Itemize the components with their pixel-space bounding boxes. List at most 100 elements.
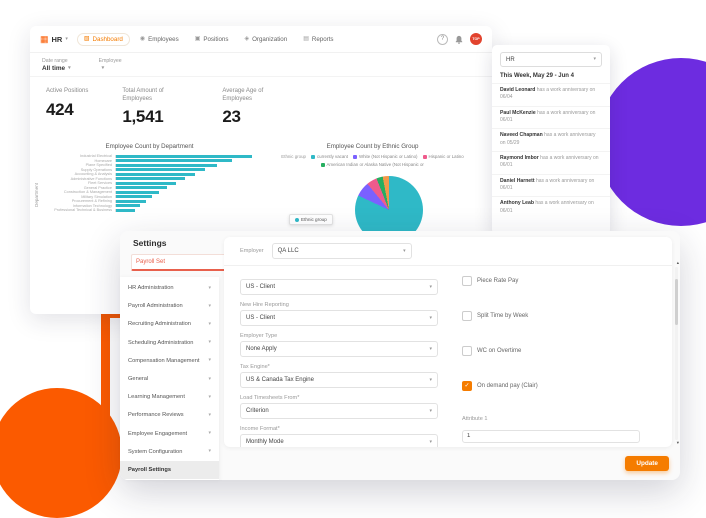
scrollbar-thumb[interactable] bbox=[675, 279, 678, 325]
bar[interactable] bbox=[116, 172, 196, 176]
date-range-filter[interactable]: Date range All time ▾ bbox=[42, 58, 71, 72]
menu-item-label: Learning Management bbox=[128, 394, 185, 401]
date-range-value: All time bbox=[42, 65, 66, 72]
settings-menu: HR Administration ▾ Payroll Administrati… bbox=[120, 277, 219, 480]
checkbox-label: On demand pay (Clair) bbox=[477, 383, 538, 389]
chevron-down-icon: ▾ bbox=[208, 339, 211, 346]
list-item[interactable]: Paul McKenzie has a work anniversary on … bbox=[492, 105, 610, 129]
anniversary-text: has a work anniversary on 06/01 bbox=[500, 109, 596, 123]
update-button[interactable]: Update bbox=[625, 456, 669, 471]
week-filter-select[interactable]: HR ▾ bbox=[500, 52, 602, 67]
bar[interactable] bbox=[116, 190, 160, 194]
list-item[interactable]: Raymond Imbor has a work anniversary on … bbox=[492, 150, 610, 174]
checkbox[interactable] bbox=[462, 346, 472, 356]
list-item[interactable]: Naveed Chapman has a work anniversary on… bbox=[492, 128, 610, 151]
nav-item[interactable]: ◈ Organization bbox=[238, 33, 293, 46]
bar-row: Professional Technical & Business bbox=[46, 208, 255, 213]
settings-menu-item[interactable]: General ▾ bbox=[120, 370, 219, 388]
bar[interactable] bbox=[116, 199, 147, 203]
bar[interactable] bbox=[116, 208, 136, 212]
avatar[interactable]: TOP bbox=[470, 33, 482, 45]
checkbox-row[interactable]: Split Time by Week bbox=[462, 311, 650, 321]
legend-item[interactable]: White (Not Hispanic or Latino) bbox=[352, 154, 418, 160]
week-list: David Leonard has a work anniversary on … bbox=[492, 83, 610, 219]
field-dropdown[interactable]: US & Canada Tax Engine ▾ bbox=[240, 372, 438, 388]
bar[interactable] bbox=[116, 195, 153, 199]
scroll-down-icon[interactable]: ▾ bbox=[676, 439, 679, 445]
checkbox-row[interactable]: Piece Rate Pay bbox=[462, 276, 650, 286]
bar[interactable] bbox=[116, 186, 168, 190]
field-dropdown[interactable]: US - Client ▾ bbox=[240, 279, 438, 295]
bar-row: Industrial Electrical bbox=[46, 154, 255, 159]
department-bars[interactable]: Industrial Electrical Homecare Plane Speci… bbox=[46, 154, 255, 213]
menu-item-label: System Configuration bbox=[128, 448, 183, 455]
bar-category-label: Plane Specified bbox=[85, 163, 112, 168]
attribute-list: Attribute 1 Attribute 2 bbox=[462, 416, 650, 447]
field-dropdown[interactable]: US - Client ▾ bbox=[240, 310, 438, 326]
field-dropdown[interactable]: Criterion ▾ bbox=[240, 403, 438, 419]
menu-item-label: Performance Reviews bbox=[128, 412, 184, 419]
checkbox-row[interactable]: On demand pay (Clair) bbox=[462, 381, 650, 391]
attribute-input[interactable] bbox=[462, 429, 640, 443]
nav-item[interactable]: ▤ Reports bbox=[297, 33, 339, 46]
bar[interactable] bbox=[116, 168, 206, 172]
bar[interactable] bbox=[116, 177, 185, 181]
settings-search-input[interactable]: Payroll Set bbox=[131, 254, 227, 271]
settings-menu-item[interactable]: Employee Engagement ▾ bbox=[120, 425, 219, 443]
chevron-down-icon: ▾ bbox=[101, 65, 105, 71]
legend-item[interactable]: Hispanic or Latino bbox=[422, 154, 464, 160]
bar[interactable] bbox=[116, 204, 141, 208]
employee-filter[interactable]: Employee ▾ bbox=[99, 58, 122, 72]
form-scrollbar[interactable] bbox=[675, 267, 678, 440]
legend-swatch-icon bbox=[352, 155, 357, 160]
settings-menu-item[interactable]: Payroll Administration ▾ bbox=[120, 297, 219, 315]
bar-category-label: Construction & Management bbox=[63, 190, 112, 195]
nav-item-icon: ▣ bbox=[194, 36, 201, 42]
nav-item[interactable]: ▣ Positions bbox=[189, 33, 235, 46]
nav-item[interactable]: ◉ Employees bbox=[134, 33, 185, 46]
settings-menu-item[interactable]: Learning Management ▾ bbox=[120, 388, 219, 406]
settings-title: Settings bbox=[133, 238, 167, 248]
employee-name: David Leonard bbox=[500, 87, 536, 93]
legend-item[interactable]: currently vacant bbox=[310, 154, 348, 160]
settings-menu-item[interactable]: Performance Reviews ▾ bbox=[120, 406, 219, 424]
scroll-up-icon[interactable]: ▴ bbox=[676, 260, 679, 265]
bar[interactable] bbox=[116, 159, 233, 163]
bell-icon[interactable] bbox=[455, 35, 463, 44]
checkbox[interactable] bbox=[462, 381, 472, 391]
checkbox-row[interactable]: WC on Overtime bbox=[462, 346, 650, 356]
help-icon[interactable]: ? bbox=[437, 33, 448, 45]
checkbox[interactable] bbox=[462, 311, 472, 321]
bar[interactable] bbox=[116, 181, 176, 185]
settings-menu-item[interactable]: System Configuration ▾ bbox=[120, 443, 219, 461]
list-item[interactable]: Anthony Leab has a work anniversary on 0… bbox=[492, 196, 610, 219]
menu-item-label: Compensation Management bbox=[128, 357, 200, 364]
list-item[interactable]: David Leonard has a work anniversary on … bbox=[492, 83, 610, 106]
list-item[interactable]: Daniel Harnett has a work anniversary on… bbox=[492, 173, 610, 197]
stat-value: 424 bbox=[46, 99, 74, 119]
bar[interactable] bbox=[116, 163, 217, 167]
nav-item[interactable]: ▧ Dashboard bbox=[76, 32, 130, 46]
department-axis-label: Department bbox=[34, 182, 39, 207]
chevron-down-icon: ▾ bbox=[208, 320, 211, 327]
brand[interactable]: ▦ HR ▾ bbox=[40, 33, 68, 44]
brand-grid-icon: ▦ bbox=[40, 33, 49, 44]
field-dropdown[interactable]: Monthly Mode ▾ bbox=[240, 434, 438, 447]
settings-menu-item[interactable]: Recruiting Administration ▾ bbox=[120, 315, 219, 333]
anniversary-text: has a work anniversary on 06/04 bbox=[500, 87, 596, 101]
settings-menu-item[interactable]: Compensation Management ▾ bbox=[120, 352, 219, 370]
nav-item-icon: ▤ bbox=[303, 36, 309, 42]
settings-menu-item[interactable]: HR Administration ▾ bbox=[120, 279, 219, 297]
field-dropdown[interactable]: None Apply ▾ bbox=[240, 341, 438, 357]
field-label: Tax Engine* bbox=[240, 364, 270, 370]
bar-category-label: Military Simulation bbox=[81, 194, 112, 199]
settings-menu-item[interactable]: Payroll Settings ▾ bbox=[120, 460, 219, 480]
settings-menu-item[interactable]: Scheduling Administration ▾ bbox=[120, 334, 219, 352]
field-value: Monthly Mode bbox=[246, 439, 284, 445]
checkbox[interactable] bbox=[462, 276, 472, 286]
employer-dropdown[interactable]: QA LLC ▾ bbox=[271, 243, 412, 259]
legend-item[interactable]: American Indian or Alaska Native (Not Hi… bbox=[320, 162, 425, 168]
field-label: Income Format* bbox=[240, 426, 280, 432]
stat-label: Active Positions bbox=[46, 88, 89, 94]
bar[interactable] bbox=[116, 154, 252, 158]
